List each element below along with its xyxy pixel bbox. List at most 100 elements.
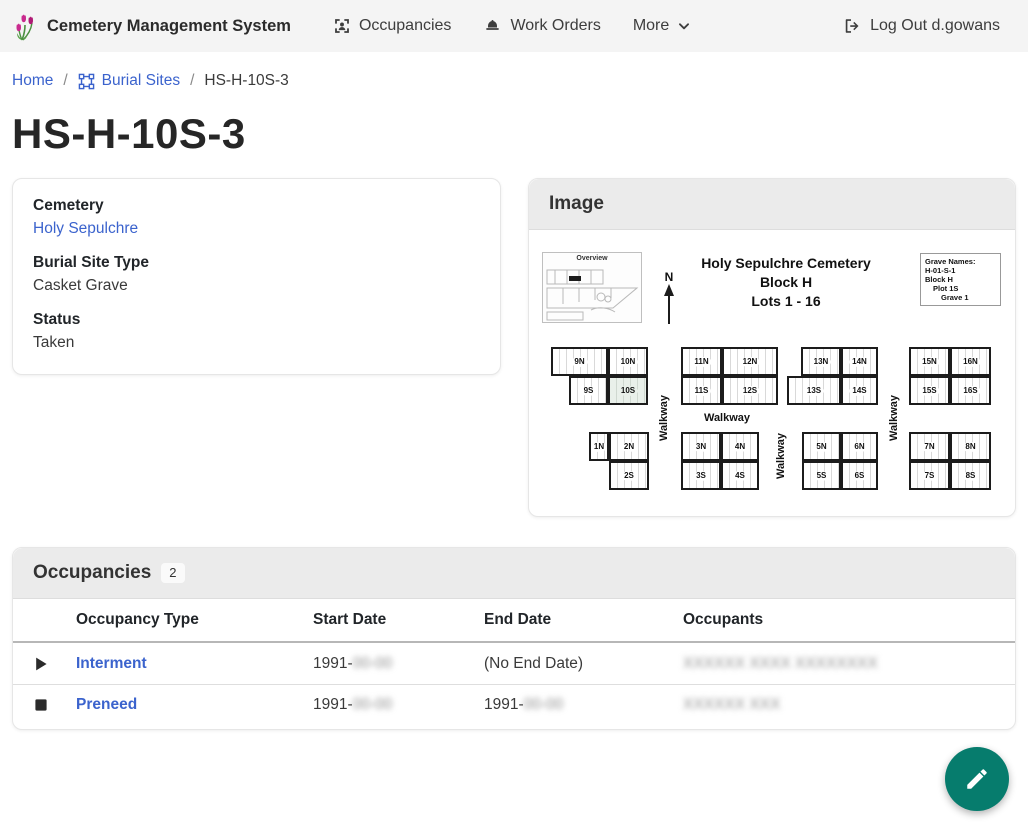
map-cell-14S: 14S: [841, 376, 878, 405]
nav-item-more[interactable]: More: [621, 9, 703, 43]
map-cell-10S: 10S: [608, 376, 648, 405]
map-cell-7S: 7S: [909, 461, 950, 490]
occupancies-header: Occupancies 2: [13, 548, 1015, 599]
occupancies-title: Occupancies: [33, 562, 152, 583]
start-date-cell: 1991-00-00: [313, 696, 484, 714]
nav-item-work-orders[interactable]: Work Orders: [471, 9, 612, 43]
edit-fab-button[interactable]: [945, 747, 1009, 811]
map-cell-15N: 15N: [909, 347, 950, 376]
walkway-label: Walkway: [775, 432, 787, 480]
app-brand[interactable]: Cemetery Management System: [14, 11, 291, 41]
field-status: Status Taken: [33, 311, 480, 352]
table-row-preneed: Preneed 1991-00-00 1991-00-00 XXXXXX XXX: [13, 684, 1015, 725]
redacted-date: 00-00: [352, 654, 393, 672]
map-cell-13N: 13N: [801, 347, 841, 376]
nav-label: Work Orders: [510, 17, 601, 34]
legend-line: Block H: [925, 275, 953, 284]
plot-map-image: Overview N: [541, 242, 1003, 504]
north-arrow: N: [659, 270, 679, 331]
map-cell-5N: 5N: [802, 432, 841, 461]
image-card-title: Image: [549, 193, 604, 214]
map-cell-15S: 15S: [909, 376, 950, 405]
pencil-icon: [964, 766, 990, 792]
map-title-line: Holy Sepulchre Cemetery: [701, 255, 871, 271]
map-cell-2N: 2N: [609, 432, 649, 461]
column-header-occupancy-type: Occupancy Type: [76, 611, 199, 628]
map-title-line: Block H: [759, 274, 813, 290]
map-cell-3N: 3N: [681, 432, 721, 461]
occupants-cell: XXXXXX XXX: [683, 696, 1003, 714]
play-icon: [33, 656, 76, 672]
map-cell-14N: 14N: [841, 347, 878, 376]
logout-label: Log Out d.gowans: [870, 17, 1000, 34]
field-label: Burial Site Type: [33, 254, 149, 271]
image-card-body: Overview N: [529, 230, 1015, 516]
map-cell-3S: 3S: [681, 461, 721, 490]
map-cell-12N: 12N: [722, 347, 778, 376]
field-label: Status: [33, 311, 81, 328]
image-card: Image Overview: [528, 178, 1016, 517]
legend-line: Plot 1S: [933, 284, 959, 293]
logout-button[interactable]: Log Out d.gowans: [831, 9, 1012, 43]
burial-site-details-card: Cemetery Holy Sepulchre Burial Site Type…: [12, 178, 501, 375]
start-date-cell: 1991-00-00: [313, 655, 484, 673]
sign-out-icon: [843, 17, 862, 35]
end-date-cell: 1991-00-00: [484, 696, 683, 714]
tulip-logo-icon: [14, 11, 38, 41]
nav-item-occupancies[interactable]: Occupancies: [321, 9, 464, 43]
redacted-occupants: XXXXXX XXX: [683, 696, 781, 713]
map-cell-2S: 2S: [609, 461, 649, 490]
field-burial-site-type: Burial Site Type Casket Grave: [33, 254, 480, 295]
page-title: HS-H-10S-3: [12, 110, 246, 157]
map-cell-1N: 1N: [589, 432, 609, 461]
image-card-header: Image: [529, 179, 1015, 230]
legend-line: H-01-S-1: [925, 266, 956, 275]
walkway-label: Walkway: [888, 394, 900, 442]
app-title: Cemetery Management System: [47, 16, 291, 35]
map-overview-inset: Overview: [542, 252, 642, 323]
occupancies-table: Occupancy Type Start Date End Date Occup…: [13, 599, 1015, 729]
date-prefix: 1991-: [313, 654, 353, 672]
date-prefix: 1991-: [313, 696, 353, 713]
occupancy-type-link[interactable]: Interment: [76, 654, 147, 672]
walkway-label: Walkway: [658, 394, 670, 442]
north-label: N: [664, 270, 674, 284]
field-label: Cemetery: [33, 197, 104, 214]
crumb-label: Home: [12, 72, 54, 89]
map-cell-10N: 10N: [608, 347, 648, 376]
redacted-date: 00-00: [523, 696, 564, 713]
occupants-cell: XXXXXX XXXX XXXXXXXX: [683, 655, 1003, 673]
cards-row: Cemetery Holy Sepulchre Burial Site Type…: [0, 178, 1028, 517]
map-title: Holy Sepulchre Cemetery Block H Lots 1 -…: [671, 254, 901, 311]
breadcrumb-current: HS-H-10S-3: [204, 72, 289, 89]
breadcrumb: Home / Burial Sites / HS-H-10S-3: [0, 52, 1028, 104]
map-cell-8N: 8N: [950, 432, 991, 461]
end-date-text: (No End Date): [484, 654, 584, 672]
map-cell-13S: 13S: [787, 376, 841, 405]
table-header-row: Occupancy Type Start Date End Date Occup…: [13, 599, 1015, 643]
date-prefix: 1991-: [484, 696, 524, 713]
map-cell-4N: 4N: [721, 432, 759, 461]
overview-label: Overview: [576, 255, 608, 262]
crumb-label: Burial Sites: [101, 72, 181, 89]
table-row-interment: Interment 1991-00-00 (No End Date) XXXXX…: [13, 643, 1015, 684]
breadcrumb-home[interactable]: Home: [12, 72, 53, 90]
field-value: Casket Grave: [33, 277, 128, 294]
column-header-end-date: End Date: [484, 611, 552, 628]
end-date-cell: (No End Date): [484, 655, 683, 673]
map-cell-9S: 9S: [569, 376, 608, 405]
top-navbar: Cemetery Management System Occupancies W…: [0, 0, 1028, 52]
occupancy-type-link[interactable]: Preneed: [76, 696, 138, 713]
map-cell-16S: 16S: [950, 376, 991, 405]
map-cell-6S: 6S: [841, 461, 878, 490]
map-cell-16N: 16N: [950, 347, 991, 376]
field-cemetery: Cemetery Holy Sepulchre: [33, 197, 480, 238]
map-cell-9N: 9N: [551, 347, 608, 376]
cemetery-link[interactable]: Holy Sepulchre: [33, 220, 139, 237]
breadcrumb-burial-sites[interactable]: Burial Sites: [78, 72, 180, 90]
field-value: Taken: [33, 334, 75, 351]
column-header-occupants: Occupants: [683, 611, 764, 628]
nav-label: More: [632, 17, 670, 34]
breadcrumb-separator: /: [190, 72, 195, 89]
map-cell-11N: 11N: [681, 347, 722, 376]
